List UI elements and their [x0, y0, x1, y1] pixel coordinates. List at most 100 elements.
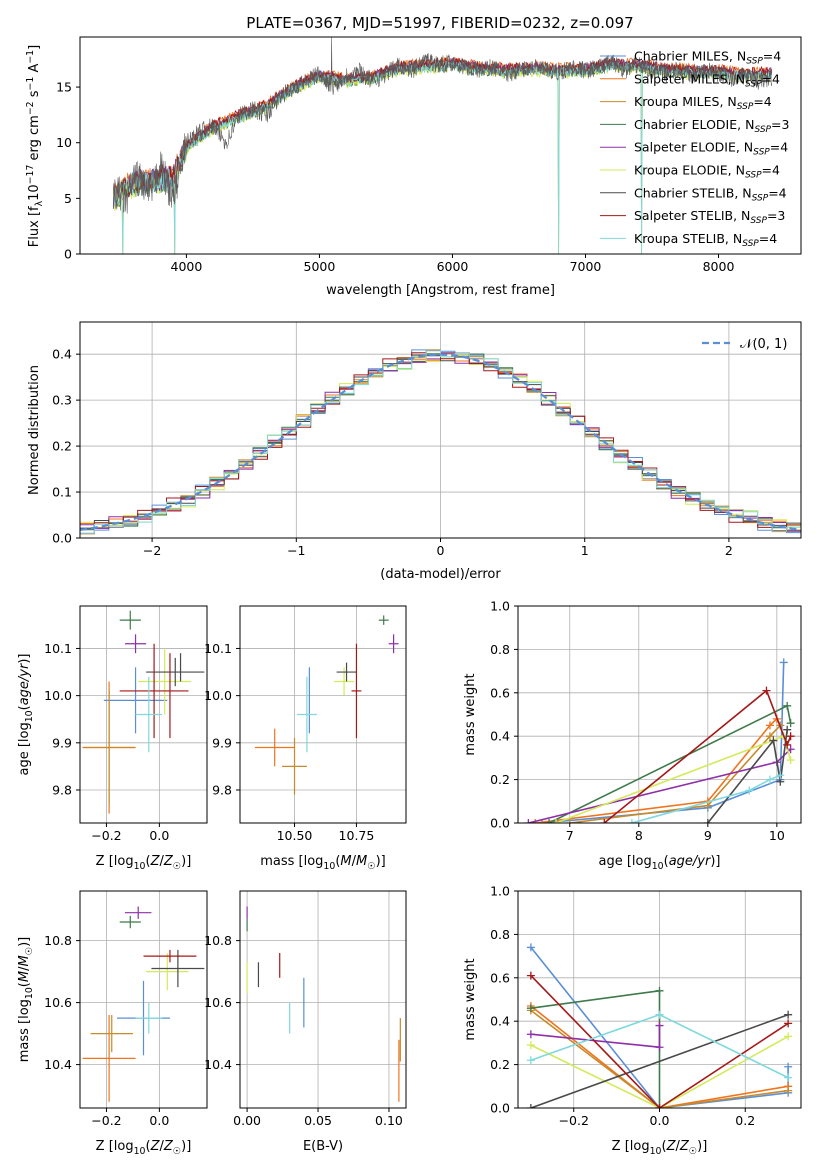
- legend-tail: =4: [753, 94, 771, 109]
- residual-histogram-ytick-label: 0.4: [52, 347, 72, 362]
- age-vs-metallicity-point: [138, 648, 192, 715]
- mass-vs-metallicity-xtick-label: −0.2: [91, 1113, 121, 1128]
- age-vs-metallicity-ylabel-part: (: [17, 705, 32, 710]
- age-vs-mass-xlabel: mass [log10(M/M☉)]: [260, 854, 386, 872]
- histogram-xlabel: (data-model)/error: [380, 567, 501, 582]
- spectrum-panel: 4000 5000 6000 7000 8000 0 5 10 15 Chabrier MILES…: [25, 36, 802, 298]
- mass-weight-vs-age-xlabel-part: 10: [652, 861, 664, 872]
- age-vs-mass-point: [388, 634, 399, 654]
- mass-vs-ebv-ticks: 0.00 0.05 0.10 10.4 10.6 10.8: [204, 891, 406, 1128]
- mass-weight-vs-age-plot-area: [524, 658, 795, 823]
- mass-weight-vs-metallicity-xlabel-part: Z: [666, 1139, 677, 1154]
- mass-weight-vs-metallicity-marker: [784, 1019, 793, 1028]
- spectrum-legend-label: Salpeter MILES, NSSP=4: [634, 71, 780, 89]
- mass-vs-metallicity-ylabel-part: ☉: [24, 947, 35, 955]
- mass-weight-vs-age-marker: [783, 701, 792, 710]
- age-vs-metallicity-point: [146, 657, 205, 687]
- spectrum-legend-label: Chabrier MILES, NSSP=4: [634, 49, 781, 67]
- legend-sub: SSP: [752, 193, 769, 203]
- mass-weight-vs-metallicity-line: [530, 1035, 789, 1108]
- mass-weight-vs-age-marker: [565, 819, 574, 823]
- mass-weight-vs-age-marker: [786, 732, 795, 741]
- mass-weight-vs-age-xtick-label: 9: [704, 828, 712, 843]
- mass-weight-vs-age-ticks: 7 8 9 10 0.0 0.2 0.4 0.6 0.8 1.0: [490, 599, 801, 843]
- spectrum-legend-label: Salpeter ELODIE, NSSP=4: [634, 140, 788, 158]
- legend-text: Salpeter STELIB, N: [634, 208, 750, 223]
- mass-weight-vs-age-ytick-label: 0.2: [490, 772, 510, 787]
- age-vs-metallicity-ticks: −0.2 0.0 9.8 9.9 10.0 10.1: [44, 606, 207, 843]
- legend-tail: =4: [759, 231, 777, 246]
- mass-weight-vs-metallicity-xlabel-part: ☉: [689, 1146, 697, 1157]
- age-vs-metallicity-xlabel-part: Z [log: [96, 854, 134, 869]
- spectrum-legend-label: Salpeter STELIB, NSSP=3: [634, 208, 785, 226]
- spectrum-legend-label: Chabrier ELODIE, NSSP=3: [634, 117, 789, 135]
- legend-tail: =4: [763, 49, 781, 64]
- mass-weight-vs-metallicity-line: [530, 989, 661, 1108]
- legend-tail: =3: [767, 208, 785, 223]
- age-vs-mass-xtick-label: 10.50: [277, 828, 313, 843]
- spectrum-legend: Chabrier MILES, NSSP=4 Salpeter MILES, NS…: [600, 49, 789, 249]
- age-vs-metallicity-xlabel-part: ☉: [173, 861, 181, 872]
- age-vs-mass-xlabel-part: mass [log: [260, 854, 323, 869]
- legend-sub: SSP: [745, 79, 762, 89]
- mass-weight-vs-metallicity-marker: [655, 1010, 664, 1019]
- mass-weight-vs-age-marker: [783, 740, 792, 749]
- age-vs-mass-xlabel-part: M: [340, 854, 351, 869]
- mass-vs-metallicity-xtick-label: 0.0: [149, 1113, 169, 1128]
- mass-vs-metallicity-ylabel-part: )]: [17, 937, 32, 947]
- mass-weight-vs-age-marker: [762, 686, 771, 695]
- age-vs-metallicity-point: [124, 634, 147, 654]
- mass-vs-metallicity-panel: −0.2 0.010.410.610.8Z [log10(Z/Z☉)]mass […: [17, 890, 208, 1157]
- legend-sub: SSP: [753, 148, 770, 158]
- mass-vs-metallicity-ylabel-part: 10: [24, 987, 35, 999]
- residual-histogram-ytick-label: 0.0: [52, 531, 72, 546]
- histogram-ylabel: Normed distribution: [27, 365, 42, 495]
- age-vs-metallicity-xlabel-part: Z: [150, 854, 161, 869]
- mass-weight-vs-metallicity-marker: [526, 943, 535, 952]
- mass-weight-vs-metallicity-ytick-label: 0.8: [490, 927, 510, 942]
- age-vs-mass-frame: [239, 605, 407, 824]
- spectrum-ylabel-part: A: [27, 64, 42, 77]
- mass-weight-vs-age-ylabel: mass weight: [463, 673, 478, 755]
- mass-weight-vs-age-marker: [627, 819, 636, 823]
- mass-vs-metallicity-ylabel-part: M: [17, 971, 32, 982]
- age-vs-mass-point: [254, 728, 295, 767]
- spectrum-model-kroupa-elodie: [112, 61, 772, 254]
- mass-vs-metallicity-ticks: −0.2 0.0 10.4 10.6 10.8: [44, 891, 207, 1128]
- mass-vs-metallicity-xlabel-part: Z: [163, 1139, 174, 1154]
- residual-histogram-frame: [79, 321, 802, 539]
- age-vs-metallicity-xlabel-part: /: [159, 854, 164, 869]
- legend-sub: SSP: [746, 57, 763, 67]
- age-vs-metallicity-xlabel-part: Z: [163, 854, 174, 869]
- mass-vs-ebv-ytick-label: 10.8: [204, 933, 232, 948]
- mass-weight-vs-metallicity-plot-area: [526, 943, 793, 1108]
- spectrum-ylabel-part: Flux [f: [27, 206, 42, 247]
- residual-histogram-xtick-label: 0: [437, 543, 445, 558]
- mass-weight-vs-age-marker: [600, 819, 609, 823]
- mass-vs-metallicity-point: [146, 953, 189, 991]
- spectrum-frame: [79, 36, 802, 255]
- mass-vs-ebv-frame: [239, 890, 407, 1109]
- age-vs-mass-xtick-label: 10.75: [339, 828, 375, 843]
- mass-weight-vs-metallicity-frame: [517, 890, 802, 1109]
- age-vs-mass-ytick-label: 10.0: [204, 688, 232, 703]
- mass-weight-vs-age-ytick-label: 0.4: [490, 729, 510, 744]
- mass-vs-metallicity-ylabel-part: /: [17, 966, 32, 971]
- age-vs-mass-point: [296, 676, 317, 753]
- spectrum-legend-label: Kroupa STELIB, NSSP=4: [634, 231, 777, 249]
- spectrum-ylabel-part: −1: [25, 50, 36, 64]
- mass-weight-vs-age-marker: [531, 819, 540, 823]
- spectrum-model-kroupa-miles: [112, 59, 773, 254]
- mass-vs-metallicity-xlabel-part: Z: [150, 1139, 161, 1154]
- mass-weight-vs-metallicity-marker: [784, 1073, 793, 1082]
- histogram-legend-label: 𝒩(0, 1): [740, 337, 787, 352]
- mass-weight-vs-metallicity-marker: [655, 1043, 664, 1052]
- mass-weight-vs-age-marker: [783, 725, 792, 734]
- mass-weight-vs-metallicity-xlabel-part: (: [662, 1139, 667, 1154]
- mass-weight-vs-metallicity-xtick-label: −0.2: [559, 1113, 589, 1128]
- mass-vs-metallicity-xlabel-part: /: [159, 1139, 164, 1154]
- mass-weight-vs-metallicity-marker: [526, 1104, 535, 1108]
